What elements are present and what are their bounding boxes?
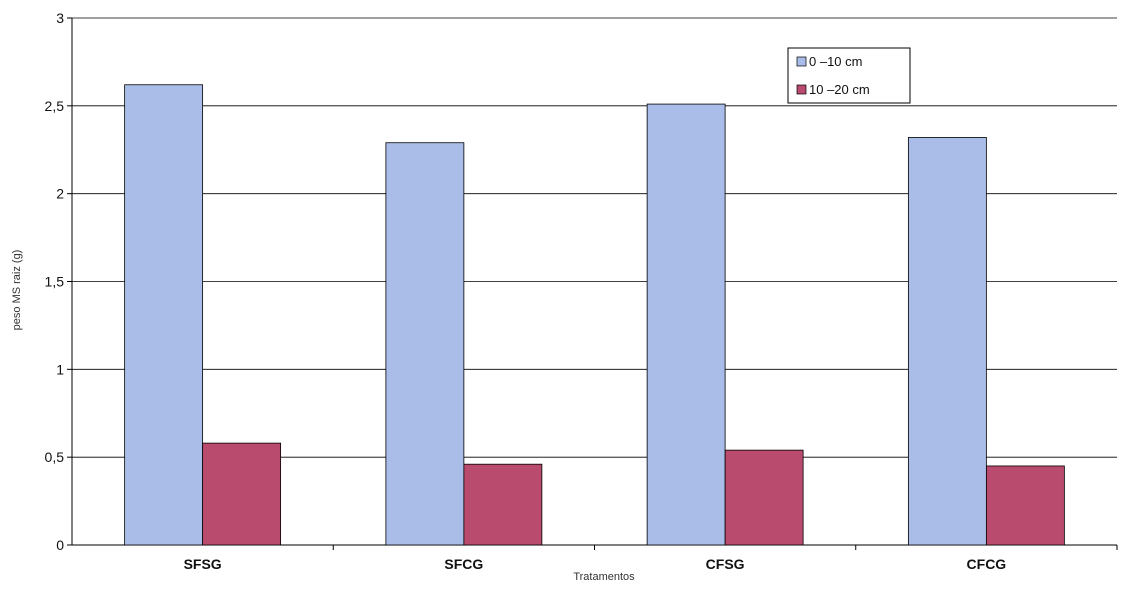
y-axis-title: peso MS raiz (g) bbox=[11, 250, 23, 331]
bar bbox=[463, 463, 543, 546]
bars bbox=[124, 84, 1065, 546]
legend-box bbox=[787, 47, 911, 104]
x-tick-label: SFCG bbox=[444, 556, 483, 572]
x-tick-label: SFSG bbox=[184, 556, 222, 572]
y-tick-labels: 0 0,5 1 1,5 2 2,5 3 bbox=[45, 10, 65, 553]
legend-swatch-10-20 bbox=[796, 84, 807, 95]
bar bbox=[724, 449, 804, 546]
y-tick-label: 1,5 bbox=[45, 274, 65, 290]
bar bbox=[124, 84, 204, 546]
bar bbox=[907, 137, 987, 546]
x-tick-label: CFCG bbox=[967, 556, 1007, 572]
bar bbox=[385, 142, 465, 546]
x-axis-title: Tratamentos bbox=[573, 571, 635, 583]
y-tick-label: 3 bbox=[56, 10, 64, 26]
legend-swatch-0-10 bbox=[796, 56, 807, 67]
y-tick-label: 0,5 bbox=[45, 449, 65, 465]
x-tick-labels: SFSG SFCG CFSG CFCG bbox=[184, 556, 1007, 572]
bar bbox=[202, 442, 282, 546]
y-tick-label: 0 bbox=[56, 537, 64, 553]
legend-label-10-20: 10 –20 cm bbox=[809, 82, 870, 97]
y-tick-label: 2 bbox=[56, 186, 64, 202]
y-tick-label: 2,5 bbox=[45, 98, 65, 114]
legend: 0 –10 cm 10 –20 cm bbox=[787, 47, 911, 104]
bar bbox=[646, 103, 726, 546]
y-tick-label: 1 bbox=[56, 361, 64, 377]
bar bbox=[985, 465, 1065, 546]
legend-label-0-10: 0 –10 cm bbox=[809, 54, 862, 69]
x-tick-label: CFSG bbox=[706, 556, 745, 572]
